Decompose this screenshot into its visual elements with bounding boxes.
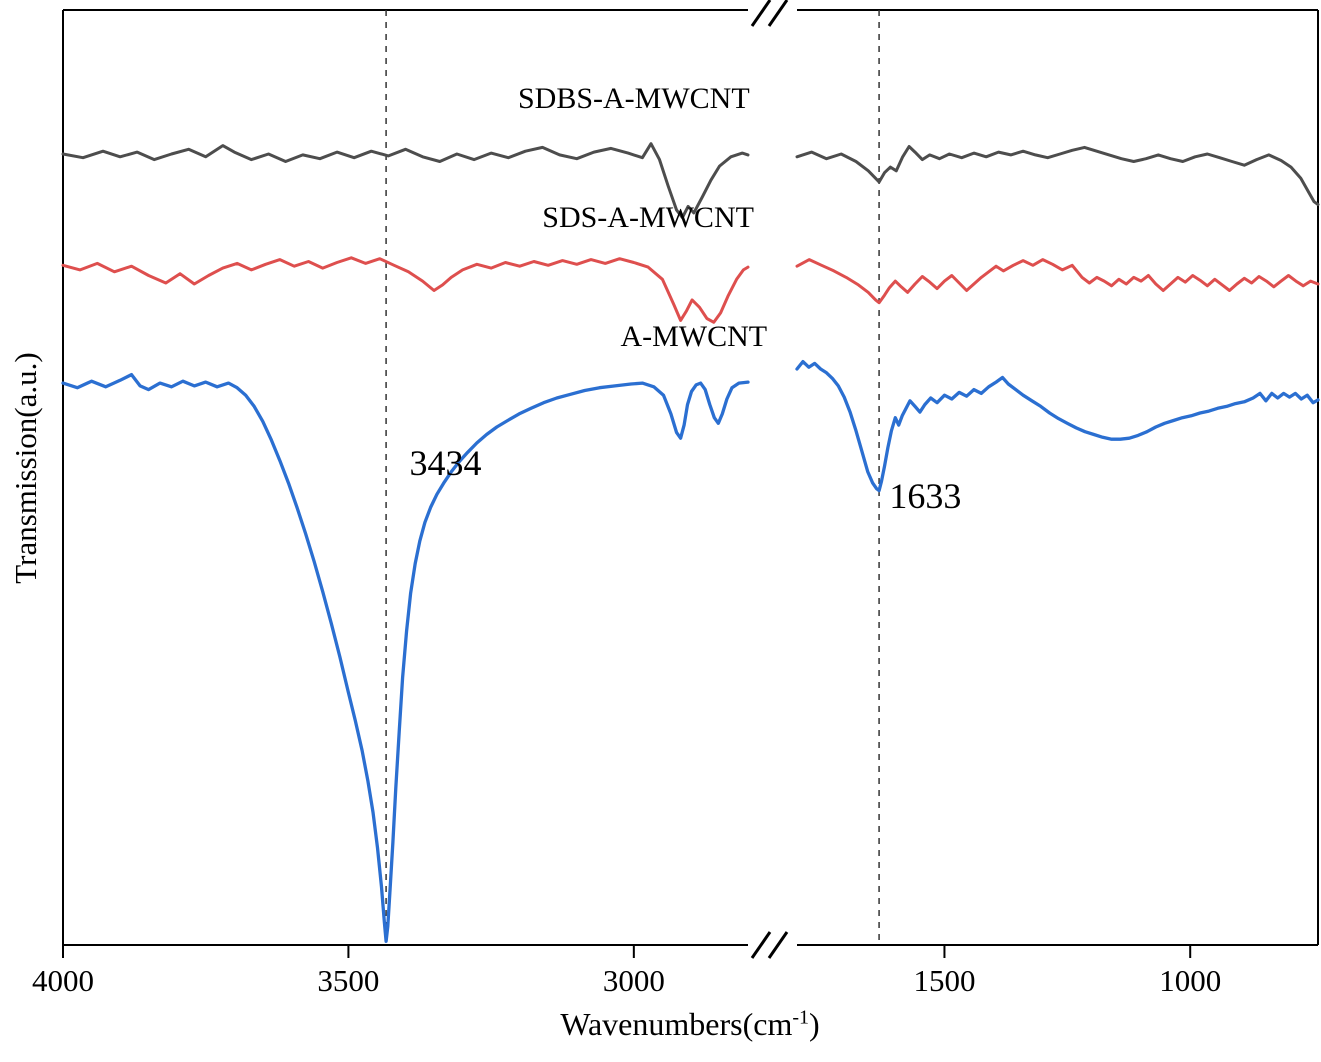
x-tick-label: 1500 bbox=[913, 963, 976, 998]
spectrum-sdbs-a-mwcnt bbox=[61, 142, 750, 220]
x-tick-label: 3500 bbox=[317, 963, 380, 998]
axis-break-mark-top bbox=[767, 0, 789, 27]
x-tick-label: 3000 bbox=[602, 963, 665, 998]
x-axis-title-superscript: -1 bbox=[792, 1006, 810, 1029]
x-axis-title: Wavenumbers(cm-1) bbox=[560, 1006, 819, 1043]
annotation-1633: 1633 bbox=[889, 476, 962, 517]
axis-break-mark-bottom bbox=[767, 931, 789, 959]
series-label-sdbs-a-mwcnt: SDBS-A-MWCNT bbox=[517, 81, 750, 115]
spectrum-a-mwcnt bbox=[795, 359, 1320, 493]
spectrum-sds-a-mwcnt bbox=[795, 258, 1320, 305]
series-label-sds-a-mwcnt: SDS-A-MWCNT bbox=[542, 200, 754, 234]
spectrum-sdbs-a-mwcnt bbox=[795, 145, 1320, 206]
y-axis-title: Transmission(a.u.) bbox=[8, 352, 43, 584]
spectrum-a-mwcnt bbox=[61, 372, 750, 943]
spectrum-sds-a-mwcnt bbox=[61, 256, 750, 324]
axis-break-mark-bottom bbox=[750, 931, 772, 959]
x-tick-label: 4000 bbox=[32, 963, 94, 998]
annotation-3434: 3434 bbox=[409, 443, 482, 484]
series-label-a-mwcnt: A-MWCNT bbox=[620, 320, 768, 354]
x-tick-label: 1000 bbox=[1159, 963, 1222, 998]
x-axis-title-main: Wavenumbers(cm bbox=[560, 1006, 793, 1042]
axis-break-mark-top bbox=[750, 0, 772, 27]
x-axis-title-close: ) bbox=[809, 1006, 820, 1042]
